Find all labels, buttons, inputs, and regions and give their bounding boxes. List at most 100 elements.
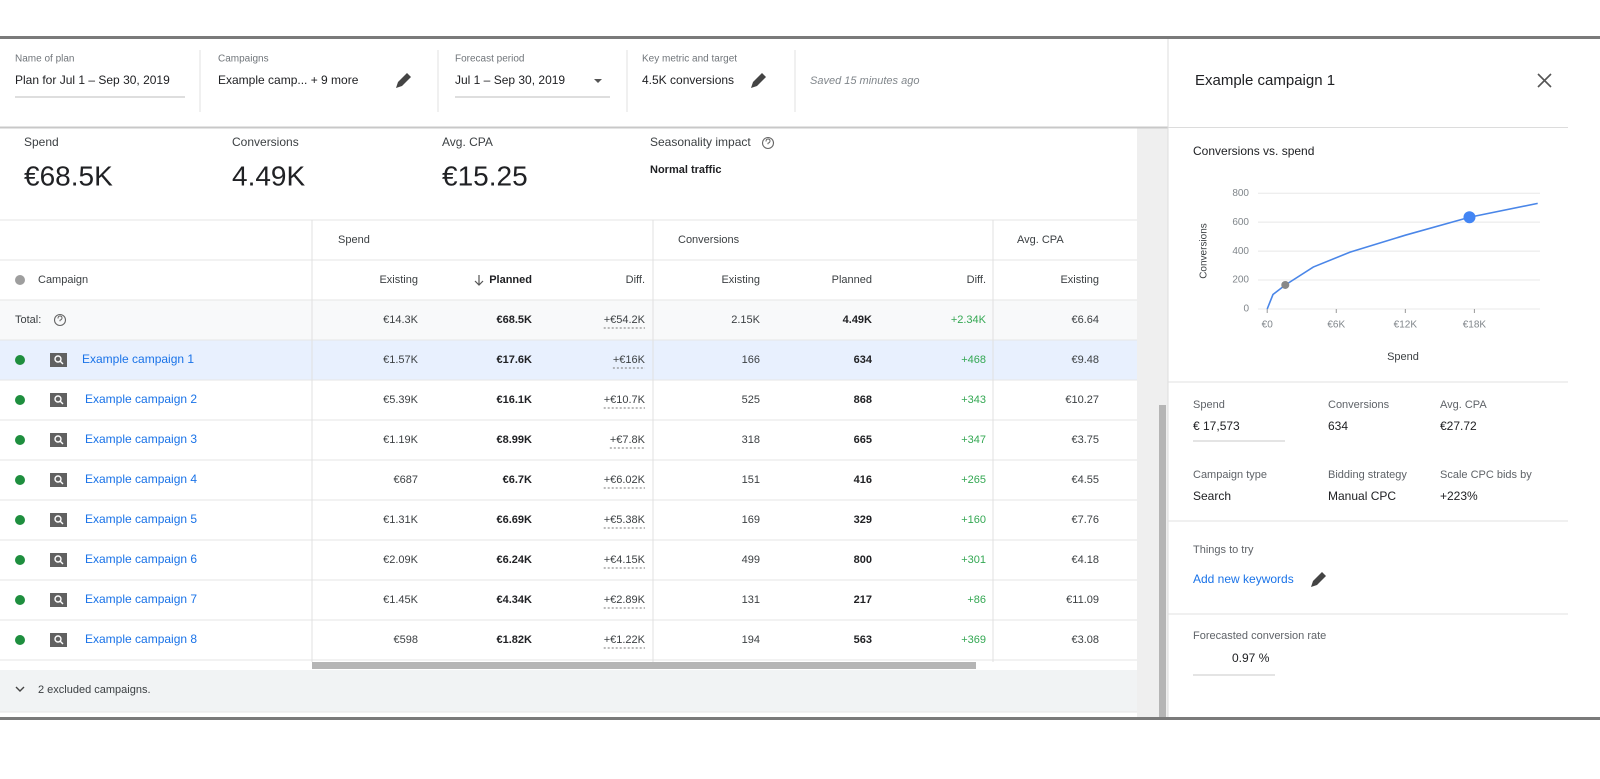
rate-value: 0.97 % (1232, 651, 1270, 665)
close-icon[interactable] (1537, 73, 1552, 88)
y-axis-label: Conversions (1199, 223, 1210, 279)
campaign-link[interactable]: Example campaign 4 (85, 472, 197, 486)
x-tick-label: €0 (1262, 320, 1274, 331)
status-dot (15, 395, 25, 405)
search-handle (59, 600, 64, 605)
panel-title: Example campaign 1 (1195, 72, 1335, 89)
campaign-link[interactable]: Example campaign 1 (82, 352, 194, 366)
table-cell: +€16K (613, 354, 646, 366)
table-cell: +347 (961, 434, 986, 446)
help-icon (761, 136, 775, 150)
status-dot (15, 515, 25, 525)
y-tick-label: 0 (1243, 304, 1249, 315)
table-cell: +265 (961, 474, 986, 486)
search-icon (50, 353, 67, 367)
selected-row-bg (0, 340, 1137, 380)
stat-value: € 17,573 (1193, 419, 1240, 433)
help-icon (53, 313, 67, 327)
field-label: Forecast period (455, 54, 524, 65)
table-cell: 4.49K (843, 314, 872, 326)
expand-icon[interactable] (15, 686, 25, 692)
campaign-link[interactable]: Example campaign 8 (85, 632, 197, 646)
column-header: Campaign (38, 274, 88, 286)
column-header: Planned (489, 274, 532, 286)
campaign-link[interactable]: Example campaign 3 (85, 432, 197, 446)
table-cell: 329 (854, 514, 872, 526)
group-header: Avg. CPA (1017, 234, 1064, 246)
saved-status: Saved 15 minutes ago (810, 75, 919, 87)
stat-label: Conversions (1328, 399, 1390, 411)
search-icon (50, 393, 67, 407)
search-handle (59, 560, 64, 565)
table-cell: +343 (961, 394, 986, 406)
rate-label: Forecasted conversion rate (1193, 630, 1326, 642)
table-cell: 151 (742, 474, 760, 486)
help-mark (765, 138, 771, 145)
total-row-bg (0, 300, 1137, 340)
summary-label: Avg. CPA (442, 135, 493, 149)
edit-icon[interactable] (751, 73, 766, 88)
curve (1266, 202, 1538, 310)
table-cell: +€1.22K (604, 634, 646, 646)
table-cell: 131 (742, 594, 760, 606)
search-glass (54, 555, 62, 563)
table-cell: €3.08 (1071, 634, 1099, 646)
search-icon (50, 593, 67, 607)
table-cell: +€10.7K (604, 394, 646, 406)
table-cell: €16.1K (497, 394, 533, 406)
things-link[interactable]: Add new keywords (1193, 572, 1294, 586)
table-cell: 634 (854, 354, 873, 366)
sort-arrow[interactable] (474, 275, 484, 286)
field-label: Campaigns (218, 54, 269, 65)
group-header: Spend (338, 234, 370, 246)
status-dot (15, 435, 25, 445)
table-cell: +160 (961, 514, 986, 526)
help-mark (57, 315, 63, 322)
summary-value: Normal traffic (650, 164, 722, 176)
status-dot (15, 355, 25, 365)
table-cell: 166 (742, 354, 760, 366)
y-tick-label: 600 (1232, 217, 1249, 228)
edit-icon[interactable] (1311, 572, 1326, 587)
dropdown-icon[interactable] (594, 79, 602, 83)
summary-value: €15.25 (442, 160, 528, 191)
column-header: Diff. (626, 274, 645, 286)
table-cell: +301 (961, 554, 986, 566)
column-header: Existing (1060, 274, 1099, 286)
table-cell: +2.34K (951, 314, 987, 326)
field-label: Name of plan (15, 54, 74, 65)
field-value: 4.5K conversions (642, 73, 734, 87)
table-cell: +€5.38K (604, 514, 646, 526)
status-dot (15, 555, 25, 565)
excluded-toggle[interactable]: 2 excluded campaigns. (38, 684, 151, 696)
table-cell: €68.5K (497, 314, 533, 326)
table-cell: +€2.89K (604, 594, 646, 606)
x-tick-label: €12K (1394, 320, 1418, 331)
point (1281, 280, 1290, 289)
stat-label: Campaign type (1193, 469, 1267, 481)
campaign-link[interactable]: Example campaign 5 (85, 512, 197, 526)
table-cell: +86 (967, 594, 986, 606)
edit-icon[interactable] (396, 73, 411, 88)
campaign-link[interactable]: Example campaign 2 (85, 392, 197, 406)
search-glass (54, 355, 62, 363)
campaign-link[interactable]: Example campaign 6 (85, 552, 197, 566)
column-header: Diff. (967, 274, 986, 286)
table-cell: 800 (854, 554, 872, 566)
footer-bg (0, 670, 1137, 712)
stat-value: 634 (1328, 419, 1348, 433)
summary-label: Seasonality impact (650, 135, 751, 149)
column-header: Planned (832, 274, 872, 286)
table-cell: €17.6K (497, 354, 533, 366)
search-handle (59, 520, 64, 525)
field-label: Key metric and target (642, 54, 737, 65)
table-cell: €6.69K (497, 514, 533, 526)
campaign-link[interactable]: Example campaign 7 (85, 592, 197, 606)
search-handle (59, 480, 64, 485)
table-cell: 217 (854, 594, 872, 606)
table-cell: €1.82K (497, 634, 533, 646)
stat-value: Search (1193, 489, 1231, 503)
stat-label: Avg. CPA (1440, 399, 1487, 411)
table-cell: 868 (854, 394, 872, 406)
